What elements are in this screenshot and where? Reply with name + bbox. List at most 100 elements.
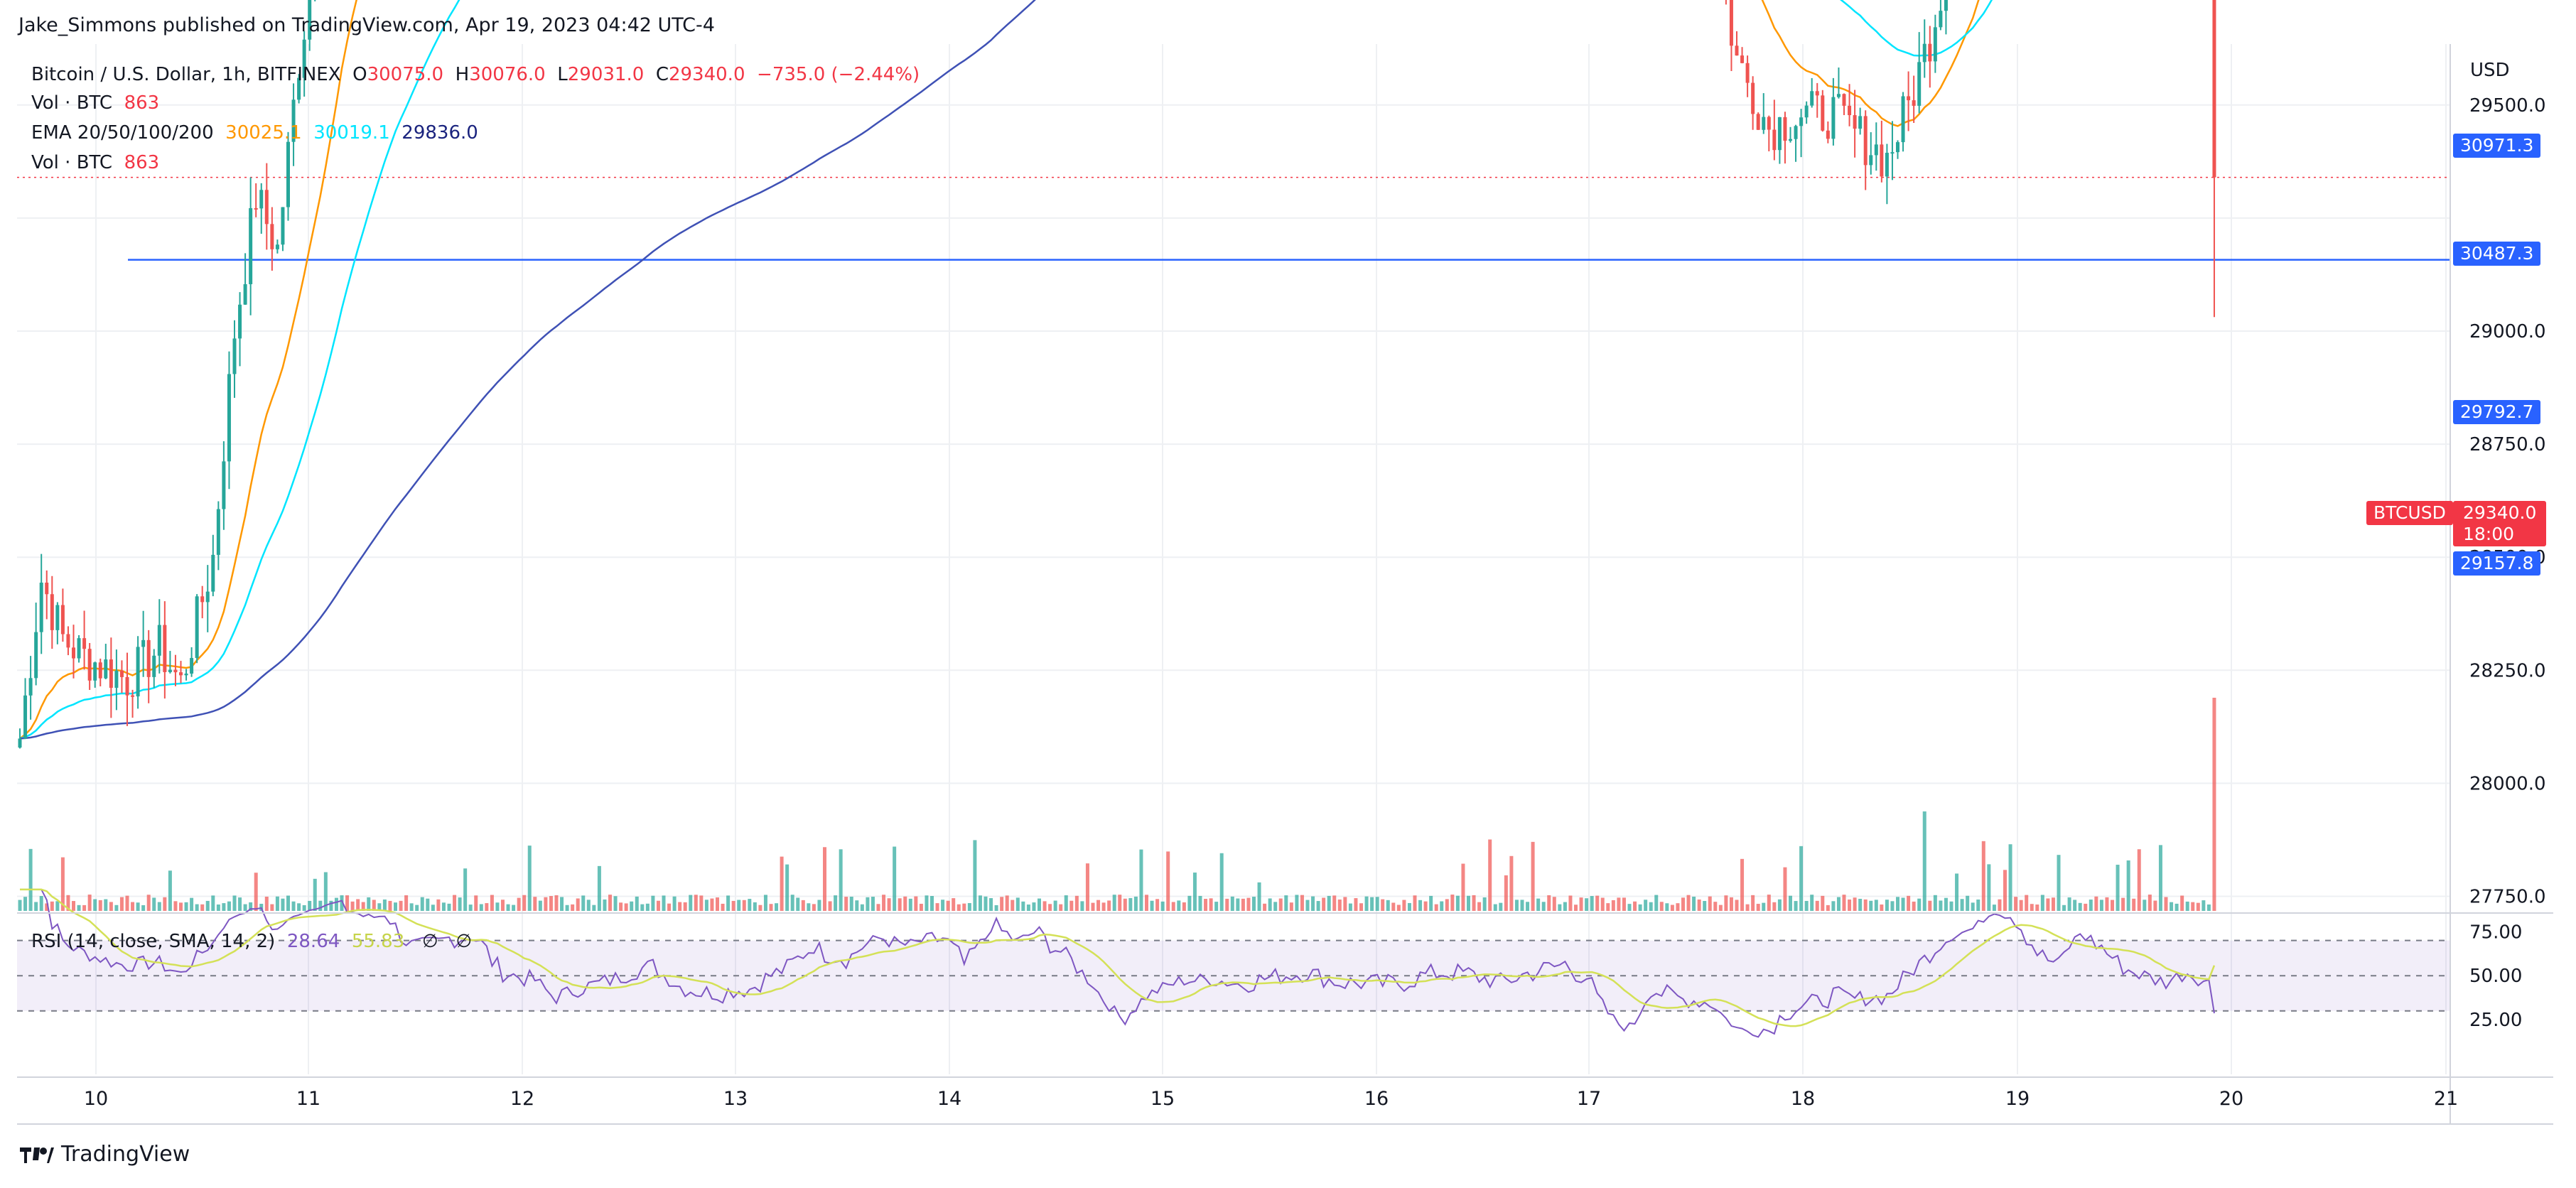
volume-bar-33 <box>195 904 199 911</box>
volume-bar-29 <box>173 901 178 911</box>
volume-bar-188 <box>1026 904 1030 911</box>
volume-bar-216 <box>1177 900 1181 911</box>
candle-body-331 <box>1794 126 1798 139</box>
volume-bar-170 <box>930 896 934 911</box>
volume-bar-283 <box>1536 898 1541 911</box>
volume-bar-313 <box>1697 899 1701 911</box>
candle-body-319 <box>1729 0 1733 46</box>
volume-bar-151 <box>828 901 832 911</box>
level-tag-2: 30487.3 <box>2453 242 2541 266</box>
volume-bar-121 <box>667 903 672 911</box>
candle-body-3 <box>34 632 38 679</box>
volume-bar-176 <box>962 903 966 911</box>
rsi-lines <box>20 888 2216 1038</box>
volume-bar-106 <box>586 900 591 911</box>
tradingview-logo-icon <box>20 1147 54 1163</box>
volume-bar-275 <box>1493 904 1497 911</box>
volume-bar-171 <box>935 903 939 911</box>
volume-bar-195 <box>1064 895 1068 911</box>
volume-bar-379 <box>2051 897 2055 911</box>
volume-bar-209 <box>1139 849 1143 911</box>
volume-bar-1 <box>23 897 28 911</box>
volume-bar-315 <box>1708 896 1712 911</box>
candle-body-30 <box>179 672 183 676</box>
volume-bar-353 <box>1912 901 1916 911</box>
hide-icon[interactable]: ∅ <box>422 931 438 952</box>
ema-legend[interactable]: EMA 20/50/100/200 30025.1 30019.1 29836.… <box>31 121 478 145</box>
volume-bar-361 <box>1955 873 1959 911</box>
volume-bar-114 <box>630 901 634 911</box>
rsi-label: RSI (14, close, SMA, 14, 2) <box>31 931 276 952</box>
candle-body-39 <box>227 374 231 462</box>
volume-bar-218 <box>1187 895 1192 911</box>
volume-bar-164 <box>898 898 902 911</box>
volume-bar-46 <box>264 896 269 911</box>
volume-bar-214 <box>1166 851 1170 911</box>
volume-bar-322 <box>1745 904 1750 911</box>
volume-bar-26 <box>157 902 161 911</box>
candle-body-338 <box>1831 97 1836 139</box>
symbol-legend[interactable]: Bitcoin / U.S. Dollar, 1h, BITFINEX O300… <box>31 63 920 87</box>
volume-bar-72 <box>404 895 409 911</box>
volume-bar-155 <box>849 897 853 911</box>
price-tick-3: 29500.0 <box>2469 95 2546 117</box>
candle-body-322 <box>1745 63 1750 83</box>
volume-bar-235 <box>1278 898 1283 911</box>
volume-bar-17 <box>109 902 113 911</box>
volume-bar-231 <box>1257 882 1261 911</box>
candle-body-31 <box>184 674 188 676</box>
volume-bar-314 <box>1703 901 1707 911</box>
volume-bar-35 <box>205 900 210 911</box>
candle-body-35 <box>205 591 210 603</box>
candle-body-357 <box>1933 27 1937 62</box>
volume-bar-387 <box>2094 896 2098 911</box>
volume-bar-372 <box>2014 897 2018 911</box>
volume-bar-70 <box>394 902 397 911</box>
volume-legend-1[interactable]: Vol · BTC 863 <box>31 91 159 115</box>
volume-bar-98 <box>544 897 548 911</box>
volume-bar-378 <box>2046 898 2050 911</box>
volume-bar-175 <box>956 904 961 911</box>
volume-bar-76 <box>426 898 430 911</box>
volume-bar-158 <box>866 897 870 911</box>
volume-bar-304 <box>1649 902 1653 911</box>
candle-body-12 <box>82 638 87 649</box>
candle-body-43 <box>249 207 253 284</box>
volume-bar-392 <box>2121 897 2125 911</box>
volume-bar-52 <box>297 903 301 911</box>
volume-bar-194 <box>1059 904 1063 911</box>
volume-bar-126 <box>694 895 698 911</box>
volume-bar-212 <box>1155 899 1160 911</box>
hide-icon-2[interactable]: ∅ <box>456 931 473 952</box>
volume-bar-383 <box>2073 900 2077 911</box>
volume-bar-347 <box>1880 904 1884 911</box>
volume-bar-86 <box>479 904 483 911</box>
volume-bar-333 <box>1804 900 1809 911</box>
horizontal-levels <box>17 176 2450 261</box>
volume-bar-340 <box>1842 895 1846 911</box>
volume-bar-202 <box>1101 902 1106 911</box>
grid <box>17 44 2450 1074</box>
candle-body-348 <box>1885 153 1889 177</box>
volume-bar-115 <box>635 896 639 911</box>
time-axis: 10 11 12 13 14 15 16 17 18 19 20 21 <box>84 1088 2458 1110</box>
volume-bar-273 <box>1482 897 1487 911</box>
volume-bar-153 <box>839 849 843 911</box>
volume-bar-261 <box>1418 900 1423 911</box>
volume-bar-68 <box>382 899 387 911</box>
volume-bar-254 <box>1381 899 1385 911</box>
volume-legend-2[interactable]: Vol · BTC 863 <box>31 151 159 175</box>
volume-bar-172 <box>941 900 945 911</box>
candle-body-25 <box>152 655 156 677</box>
volume-bar-101 <box>560 897 564 911</box>
rsi-legend[interactable]: RSI (14, close, SMA, 14, 2) 28.64 55.83 … <box>31 929 472 954</box>
candle-body-326 <box>1767 117 1771 130</box>
ema50-value: 30019.1 <box>313 122 390 144</box>
volume-bar-67 <box>377 903 382 911</box>
time-tick-11: 21 <box>2434 1088 2458 1110</box>
volume-bar-309 <box>1676 903 1680 911</box>
brand-logo[interactable]: TradingView <box>18 1142 190 1167</box>
volume-bar-166 <box>908 898 912 911</box>
volume-bar-14 <box>93 899 97 911</box>
volume-bar-265 <box>1440 901 1444 911</box>
